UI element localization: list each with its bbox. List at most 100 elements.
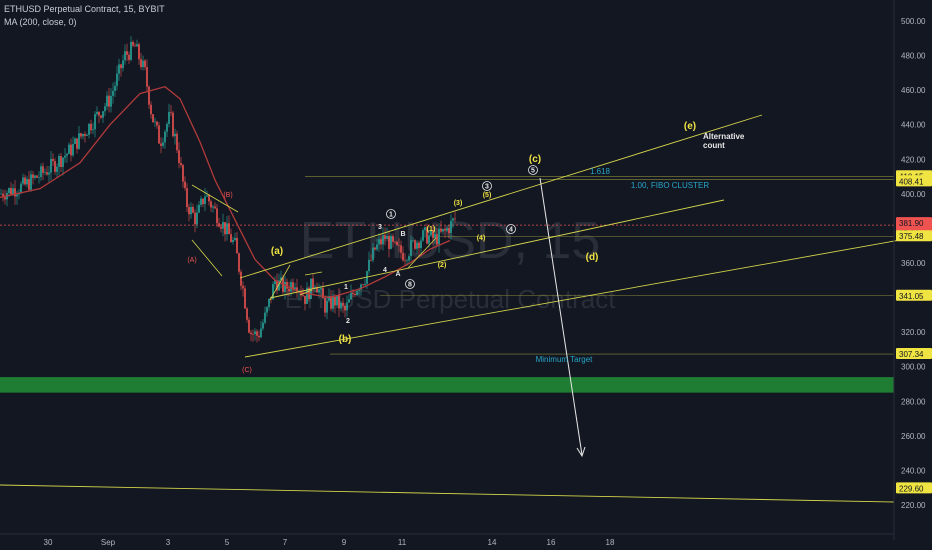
candle-body (432, 230, 434, 238)
price-badge-bg (896, 289, 932, 301)
candle-body (232, 240, 234, 243)
time-tick-label: Sep (101, 538, 116, 547)
candle-body (70, 144, 72, 156)
candle-body (20, 183, 22, 193)
circled-wave-ring (405, 279, 415, 289)
candle-body (252, 334, 254, 335)
candle-body (148, 86, 150, 105)
fib-1618-label: 1.618 (590, 167, 611, 176)
candle-body (430, 230, 432, 236)
candle-body (248, 319, 250, 333)
ma-200-line[interactable] (0, 85, 451, 299)
candle-body (46, 172, 48, 175)
candle-body (380, 239, 382, 245)
candle-body (198, 204, 200, 213)
price-tick-label: 360.00 (901, 259, 926, 268)
candle-body (268, 298, 270, 308)
candle-body (146, 67, 148, 87)
candle-body (262, 322, 264, 329)
wave-label-major: (d) (586, 252, 599, 263)
candle-body (234, 237, 236, 241)
candle-body (346, 302, 348, 311)
price-badge-label: 375.48 (899, 232, 924, 241)
wave-line (299, 289, 313, 296)
candle-body (62, 157, 64, 167)
candle-body (52, 158, 54, 162)
wave-label-yellow-small: (2) (438, 262, 447, 269)
candle-body (444, 228, 446, 231)
wave-label-red: (B) (223, 192, 232, 199)
candle-body (364, 283, 366, 285)
candle-body (334, 296, 336, 306)
candle-body (88, 123, 90, 135)
candle-body (76, 138, 78, 149)
candle-body (152, 114, 154, 123)
candle-body (442, 228, 444, 232)
chart-symbol-title[interactable]: ETHUSD Perpetual Contract, 15, BYBIT (4, 4, 165, 14)
trendline (0, 484, 895, 503)
watermark-description: ETHUSD Perpetual Contract (285, 284, 617, 314)
trendline (269, 199, 725, 299)
candlestick-series[interactable] (0, 36, 456, 343)
drawings-layer[interactable] (0, 114, 901, 503)
candle-body (348, 299, 350, 303)
candle-body (302, 295, 304, 296)
price-tick-label: 280.00 (901, 397, 926, 406)
candle-body (92, 129, 94, 131)
trendline (239, 114, 763, 279)
candle-body (324, 298, 326, 313)
candle-body (410, 240, 412, 257)
price-badge-label: 341.05 (899, 292, 924, 301)
price-axis[interactable]: 220.00240.00260.00280.00300.00320.00340.… (893, 0, 932, 540)
candle-body (254, 331, 256, 335)
horizontal-levels[interactable] (0, 176, 894, 355)
candle-body (388, 235, 390, 249)
candle-body (396, 241, 398, 246)
candle-body (108, 95, 110, 107)
candle-body (68, 144, 70, 154)
price-badge-bg (896, 175, 932, 187)
candle-body (408, 256, 410, 261)
price-tick-label: 300.00 (901, 363, 926, 372)
circled-wave-ring (528, 165, 538, 175)
indicator-legend-ma[interactable]: MA (200, close, 0) (4, 17, 77, 27)
candle-body (304, 295, 306, 304)
candle-body (120, 64, 122, 69)
candle-body (428, 235, 430, 244)
time-tick-label: 11 (398, 538, 407, 547)
candle-body (320, 288, 322, 290)
candle-body (274, 280, 276, 285)
time-tick-label: 9 (342, 538, 347, 547)
candle-body (56, 166, 58, 172)
wave-label-major: (c) (529, 154, 541, 165)
price-tick-label: 240.00 (901, 466, 926, 475)
candle-body (142, 60, 144, 68)
candle-body (290, 282, 292, 292)
candle-body (222, 222, 224, 229)
candle-body (226, 223, 228, 235)
candle-body (204, 196, 206, 205)
candle-body (2, 193, 4, 198)
wave-label-small: A (395, 271, 400, 278)
candle-body (180, 163, 182, 166)
circled-wave-ring (386, 209, 396, 219)
candle-body (42, 166, 44, 173)
price-badge-label: 408.41 (899, 177, 924, 186)
alternative-count-label: count (703, 141, 725, 150)
time-axis[interactable]: 30 Sep 3 5 7 9 11 14 16 18 (0, 533, 894, 547)
candle-body (194, 212, 196, 225)
candle-body (96, 111, 98, 115)
time-tick-label: 7 (283, 538, 288, 547)
candle-body (98, 111, 100, 116)
candle-body (162, 142, 164, 146)
candle-body (394, 241, 396, 243)
candle-body (140, 59, 142, 68)
price-tick-label: 420.00 (901, 155, 926, 164)
candle-body (40, 166, 42, 178)
support-zone[interactable] (0, 377, 894, 393)
candle-body (406, 260, 408, 262)
time-tick-label: 18 (606, 538, 615, 547)
candle-body (206, 195, 208, 197)
candle-body (72, 143, 74, 156)
